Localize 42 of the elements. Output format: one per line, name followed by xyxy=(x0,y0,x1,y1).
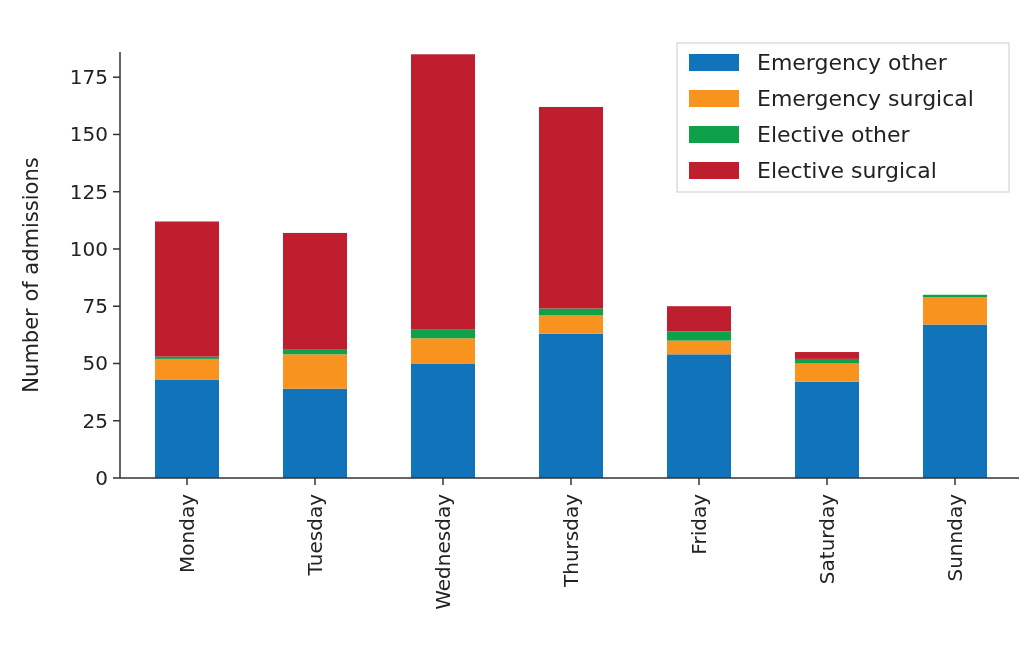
legend-label: Emergency other xyxy=(757,49,948,75)
y-tick-label: 175 xyxy=(69,65,108,90)
bar xyxy=(411,363,475,478)
bar xyxy=(283,232,347,350)
bar xyxy=(539,106,603,309)
y-tick-label: 150 xyxy=(69,122,108,147)
bar xyxy=(667,340,731,355)
x-tick-label: Monday xyxy=(175,493,199,573)
x-tick-label: Sunnday xyxy=(943,493,967,582)
bar xyxy=(539,333,603,478)
bar xyxy=(411,338,475,364)
bar xyxy=(667,331,731,341)
legend-label: Elective other xyxy=(757,121,911,147)
bar xyxy=(795,352,859,359)
bar xyxy=(155,358,219,380)
y-tick-label: 75 xyxy=(82,294,108,319)
bar xyxy=(923,297,987,325)
bar xyxy=(795,381,859,478)
bar xyxy=(155,221,219,357)
x-tick-label: Wednesday xyxy=(431,493,455,610)
x-tick-label: Friday xyxy=(687,493,711,555)
bar xyxy=(155,379,219,478)
bar xyxy=(795,363,859,382)
legend-label: Elective surgical xyxy=(757,157,937,183)
bar xyxy=(283,354,347,389)
x-tick-label: Thursday xyxy=(559,493,583,588)
bar xyxy=(411,329,475,339)
y-tick-label: 100 xyxy=(69,236,108,261)
x-tick-label: Saturday xyxy=(815,493,839,585)
bar xyxy=(923,324,987,478)
bar xyxy=(667,306,731,332)
legend-label: Emergency surgical xyxy=(757,85,974,111)
bar xyxy=(667,354,731,478)
x-tick-label: Tuesday xyxy=(303,493,327,577)
y-tick-label: 125 xyxy=(69,179,108,204)
bar xyxy=(283,388,347,478)
y-axis-title: Number of admissions xyxy=(19,157,43,393)
bar xyxy=(539,315,603,334)
y-tick-label: 50 xyxy=(82,351,108,376)
bar xyxy=(411,54,475,330)
y-tick-label: 25 xyxy=(82,408,108,433)
y-tick-label: 0 xyxy=(95,466,108,490)
